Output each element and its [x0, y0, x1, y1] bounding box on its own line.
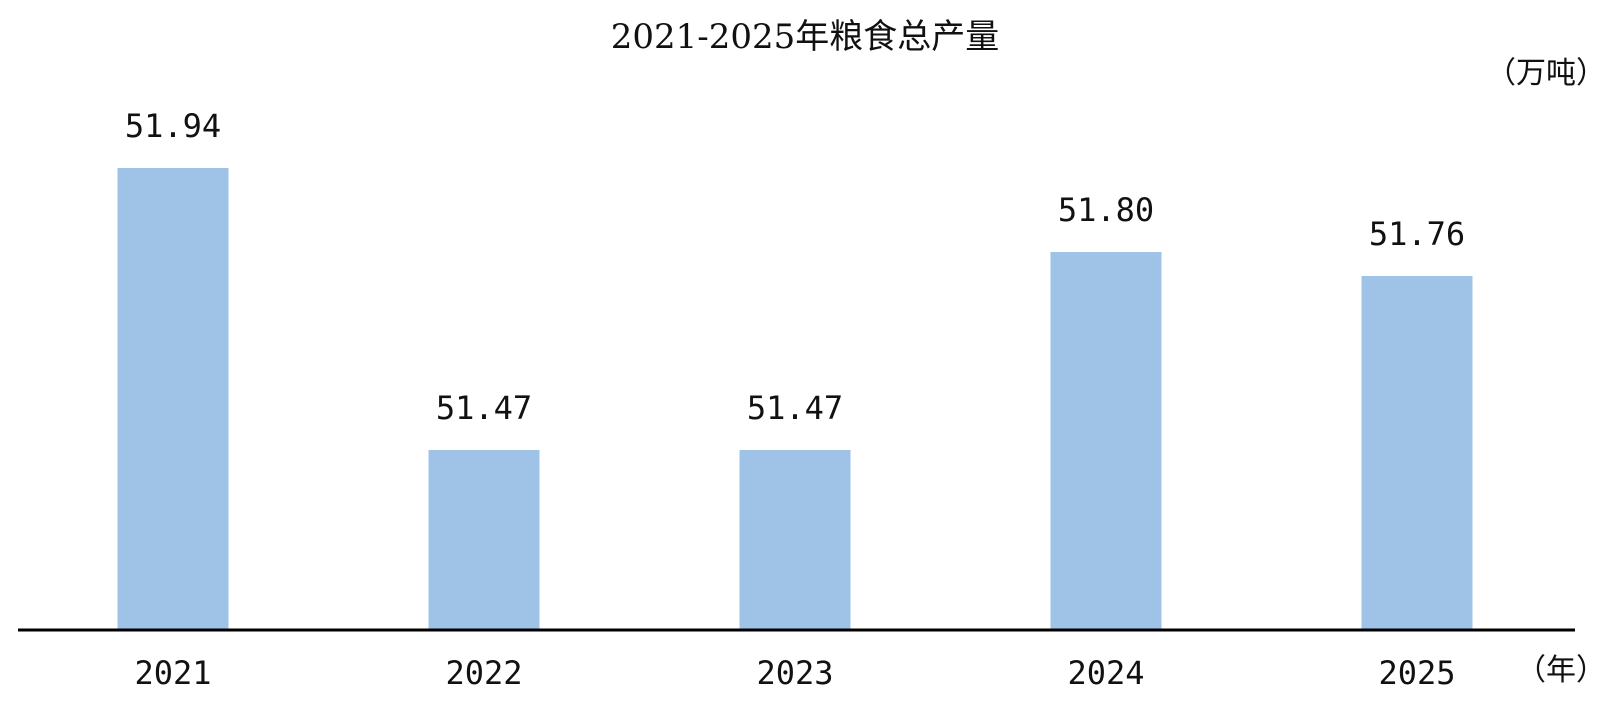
bar-2023	[739, 450, 851, 630]
x-axis-unit: （年）	[1516, 653, 1606, 688]
data-label-2021: 51.94	[125, 107, 221, 145]
data-label-2025: 51.76	[1369, 215, 1465, 253]
x-tick-2021: 2021	[134, 654, 211, 692]
bar-2024	[1050, 252, 1162, 630]
bar-2021	[117, 168, 229, 630]
data-label-2022: 51.47	[436, 389, 532, 427]
chart-title: 2021-2025年粮食总产量	[611, 17, 1000, 57]
bar-2025	[1361, 276, 1473, 630]
data-label-2023: 51.47	[747, 389, 843, 427]
x-tick-2023: 2023	[756, 654, 833, 692]
x-tick-2024: 2024	[1067, 654, 1144, 692]
x-tick-labels: 2021 2022 2023 2024 2025	[134, 654, 1455, 692]
data-labels: 51.94 51.47 51.47 51.80 51.76	[125, 107, 1465, 427]
data-label-2024: 51.80	[1058, 191, 1154, 229]
y-axis-unit: （万吨）	[1486, 56, 1606, 91]
bar-2022	[428, 450, 540, 630]
x-tick-2022: 2022	[445, 654, 522, 692]
bar-series	[117, 168, 1473, 630]
x-tick-2025: 2025	[1378, 654, 1455, 692]
